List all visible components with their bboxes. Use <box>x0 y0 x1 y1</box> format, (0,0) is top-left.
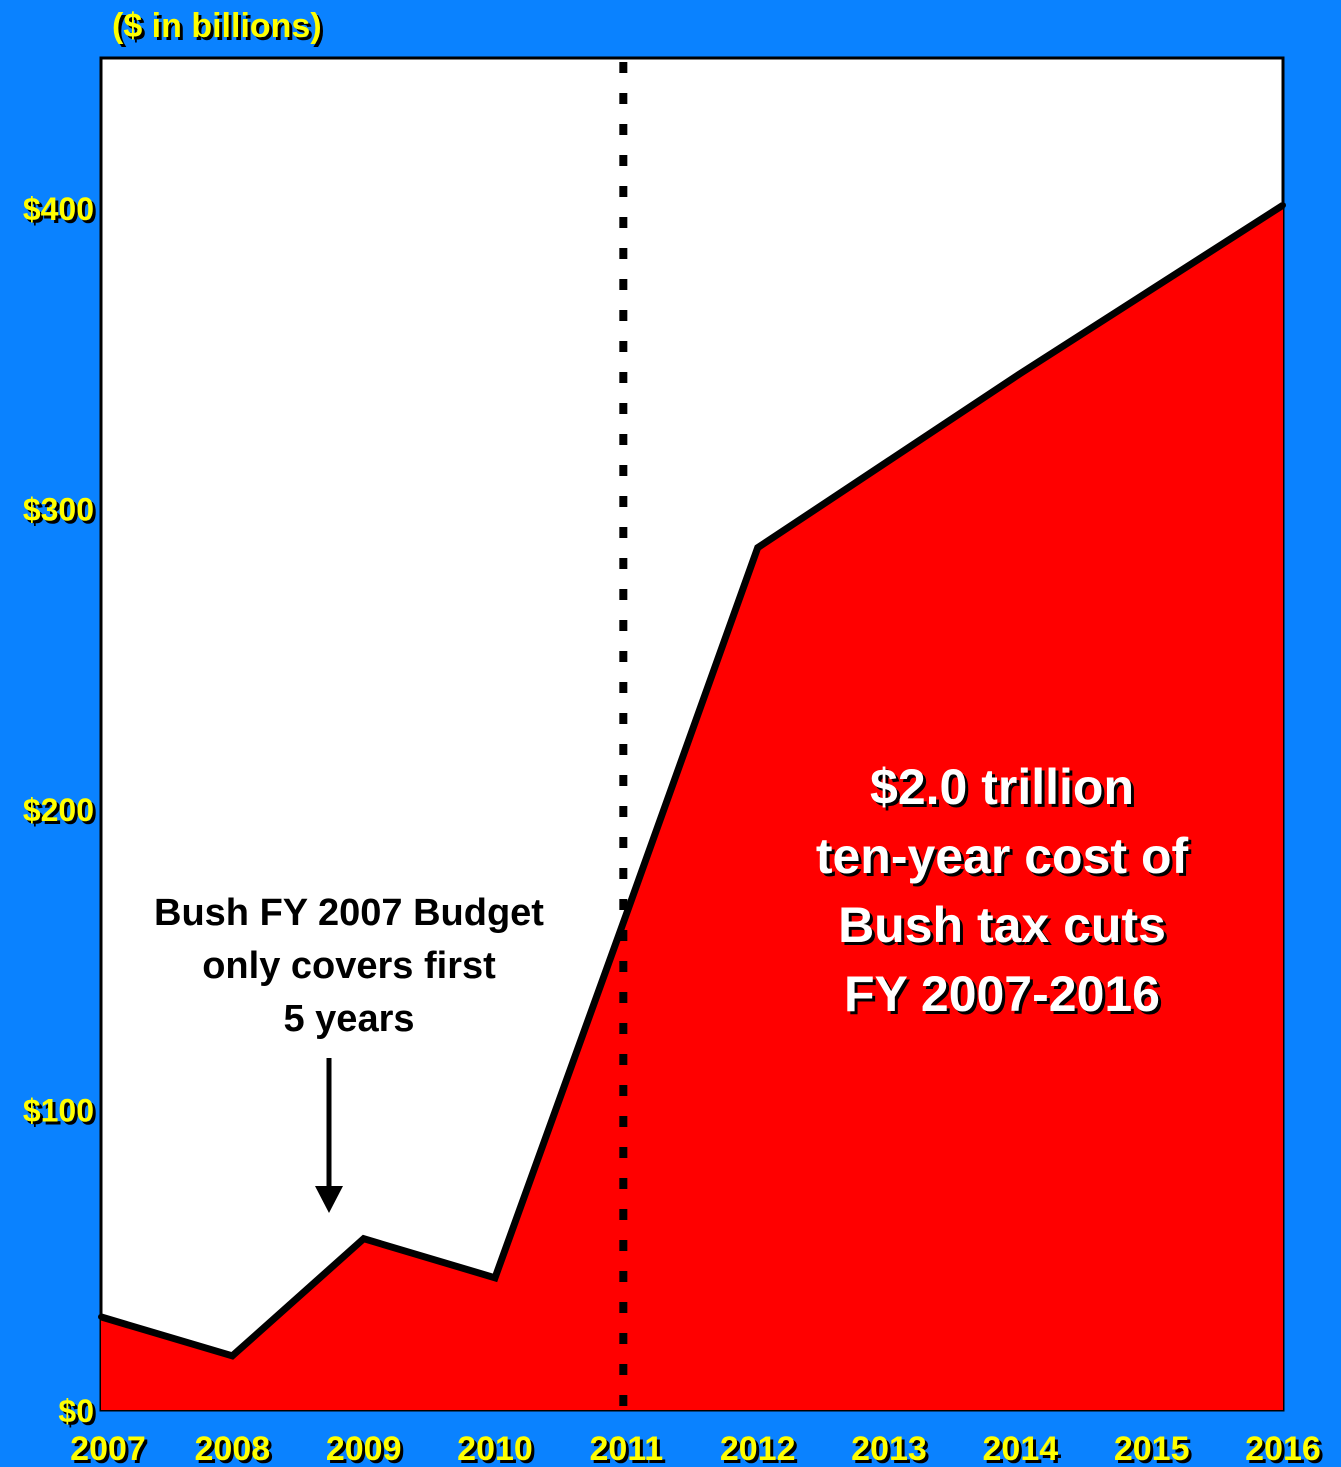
x-tick-label-2008-text: 2008 <box>195 1430 271 1467</box>
x-tick-label-2011-text: 2011 <box>589 1430 663 1467</box>
y-tick-label-300-text: $300 <box>23 492 94 528</box>
data-point-2009 <box>360 1235 367 1242</box>
data-point-2008 <box>229 1352 236 1359</box>
total-cost-line-4-shadow: FY 2007-2016 <box>847 969 1163 1025</box>
budget-note-line-3: 5 years <box>283 998 414 1040</box>
total-cost-line-1: $2.0 trillion$2.0 trillion <box>870 759 1137 818</box>
x-tick-label-2016-text: 2016 <box>1245 1430 1321 1467</box>
budget-note-line-2: only covers first <box>202 945 496 987</box>
data-point-2010 <box>492 1274 498 1281</box>
y-tick-label-0: $0$0 <box>58 1393 97 1432</box>
y-tick-label-200-shadow: $200 <box>26 795 97 831</box>
chart-annotations: $2.0 trillion$2.0 trillion ten-year cost … <box>154 759 1192 1213</box>
cost-series-line <box>100 202 1285 1360</box>
x-tick-label-2013-shadow: 2013 <box>854 1433 930 1467</box>
cost-area-fill <box>101 205 1283 1411</box>
y-tick-label-400-shadow: $400 <box>26 194 97 230</box>
x-tick-label-2014-shadow: 2014 <box>986 1433 1062 1467</box>
data-point-2012 <box>754 544 761 551</box>
data-point-2011 <box>623 911 630 918</box>
x-tick-label-2014-text: 2014 <box>983 1430 1059 1467</box>
x-tick-label-2011-shadow: 2011 <box>592 1433 666 1467</box>
y-tick-label-300: $300$300 <box>23 492 97 531</box>
y-axis-title-text: ($ in billions) <box>112 7 322 45</box>
x-tick-label-2010-text: 2010 <box>457 1430 533 1467</box>
y-tick-label-200-text: $200 <box>23 792 94 828</box>
x-tick-label-2009-shadow: 2009 <box>329 1433 405 1467</box>
data-point-2013 <box>886 457 892 464</box>
data-point-2007 <box>98 1313 104 1320</box>
x-tick-label-2007-shadow: 2007 <box>73 1433 149 1467</box>
total-cost-line-2-text: ten-year cost of <box>816 828 1189 884</box>
budget-note-line-1: Bush FY 2007 Budget <box>154 892 544 934</box>
y-tick-label-200: $200$200 <box>23 792 97 831</box>
x-tick-label-2015-text: 2015 <box>1114 1430 1190 1467</box>
total-cost-line-3-shadow: Bush tax cuts <box>841 900 1169 956</box>
y-axis-title: ($ in billions) ($ in billions) <box>112 7 325 48</box>
x-tick-label-2013-text: 2013 <box>851 1430 927 1467</box>
y-tick-label-0-shadow: $0 <box>61 1396 97 1432</box>
x-tick-label-2012-shadow: 2012 <box>723 1433 799 1467</box>
data-point-2016 <box>1280 202 1286 209</box>
total-cost-line-1-shadow: $2.0 trillion <box>873 762 1137 818</box>
x-tick-label-2010-shadow: 2010 <box>460 1433 536 1467</box>
x-tick-label-2009-text: 2009 <box>326 1430 402 1467</box>
total-cost-line-2-shadow: ten-year cost of <box>819 831 1192 887</box>
y-tick-label-100-shadow: $100 <box>26 1096 97 1132</box>
y-tick-label-400-text: $400 <box>23 191 94 227</box>
arrow-head <box>315 1186 343 1213</box>
y-tick-label-100: $100$100 <box>23 1093 97 1132</box>
x-tick-label-2012-text: 2012 <box>720 1430 796 1467</box>
y-tick-label-0-text: $0 <box>58 1393 94 1429</box>
data-point-2014 <box>1017 370 1024 377</box>
y-tick-label-100-text: $100 <box>23 1093 94 1129</box>
data-point-2015 <box>1148 286 1155 293</box>
total-cost-line-4-text: FY 2007-2016 <box>844 966 1160 1022</box>
y-axis-title-shadow: ($ in billions) <box>115 10 325 48</box>
x-tick-label-2016-shadow: 2016 <box>1248 1433 1324 1467</box>
budget-note-arrow <box>315 1058 343 1213</box>
y-tick-label-400: $400$400 <box>23 191 97 230</box>
x-tick-label-2008-shadow: 2008 <box>198 1433 274 1467</box>
y-tick-label-300-shadow: $300 <box>26 495 97 531</box>
y-axis-ticks: $0$0 $100$100 $200$200 $300$300 $400$400 <box>23 191 97 1432</box>
x-tick-label-2007-text: 2007 <box>70 1430 146 1467</box>
total-cost-line-3-text: Bush tax cuts <box>838 897 1166 953</box>
series-points <box>98 202 1286 1359</box>
total-cost-line-1-text: $2.0 trillion <box>870 759 1134 815</box>
x-tick-label-2015-shadow: 2015 <box>1117 1433 1193 1467</box>
